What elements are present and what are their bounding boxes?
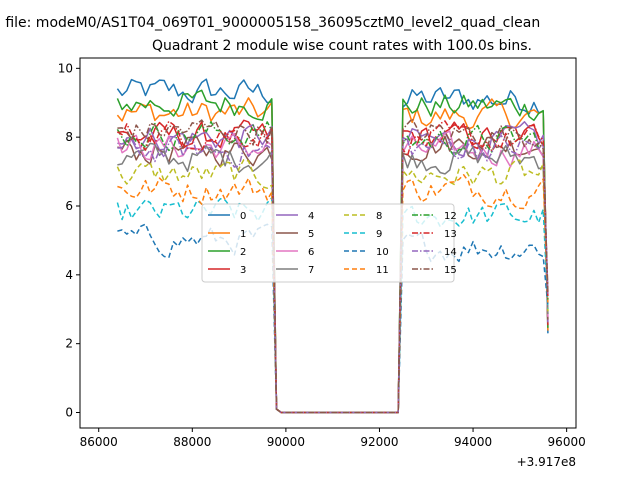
legend-label-13: 13 — [444, 229, 457, 240]
y-tick-label: 8 — [65, 130, 73, 144]
chart-suptitle: n file: modeM0/AS1T04_069T01_9000005158_… — [0, 15, 540, 31]
legend-label-11: 11 — [376, 265, 389, 276]
x-tick-label: 94000 — [454, 435, 492, 449]
x-tick-label: 86000 — [80, 435, 118, 449]
legend-label-1: 1 — [240, 229, 246, 240]
x-tick-label: 90000 — [267, 435, 305, 449]
y-tick-label: 10 — [58, 61, 73, 75]
x-tick-label: 88000 — [173, 435, 211, 449]
plot-lines — [116, 78, 549, 414]
series-line-15 — [117, 118, 549, 414]
y-axis: 0 2 4 6 8 10 — [58, 61, 80, 420]
series-line-8 — [116, 158, 549, 414]
legend-label-10: 10 — [376, 247, 389, 258]
y-tick-label: 4 — [65, 268, 73, 282]
legend-label-9: 9 — [376, 229, 382, 240]
plot-frame — [79, 57, 577, 429]
legend-label-8: 8 — [376, 211, 382, 222]
x-offset-text: +3.917e8 — [517, 455, 576, 469]
legend-label-15: 15 — [444, 265, 457, 276]
legend-label-6: 6 — [308, 247, 314, 258]
x-tick-label: 96000 — [548, 435, 586, 449]
legend-label-5: 5 — [308, 229, 314, 240]
x-axis: 86000 88000 90000 92000 94000 96000 — [80, 428, 586, 449]
legend-label-0: 0 — [240, 211, 246, 222]
legend-label-12: 12 — [444, 211, 457, 222]
legend-label-2: 2 — [240, 247, 246, 258]
y-tick-label: 0 — [65, 406, 73, 420]
legend-label-3: 3 — [240, 265, 246, 276]
legend-label-14: 14 — [444, 247, 457, 258]
series-line-11 — [117, 174, 549, 414]
x-tick-label: 92000 — [360, 435, 398, 449]
y-tick-label: 6 — [65, 199, 73, 213]
legend-box — [201, 203, 455, 283]
y-tick-label: 2 — [65, 337, 73, 351]
legend-label-7: 7 — [308, 265, 314, 276]
chart-title: Quadrant 2 module wise count rates with … — [152, 38, 532, 54]
legend-label-4: 4 — [308, 211, 314, 222]
